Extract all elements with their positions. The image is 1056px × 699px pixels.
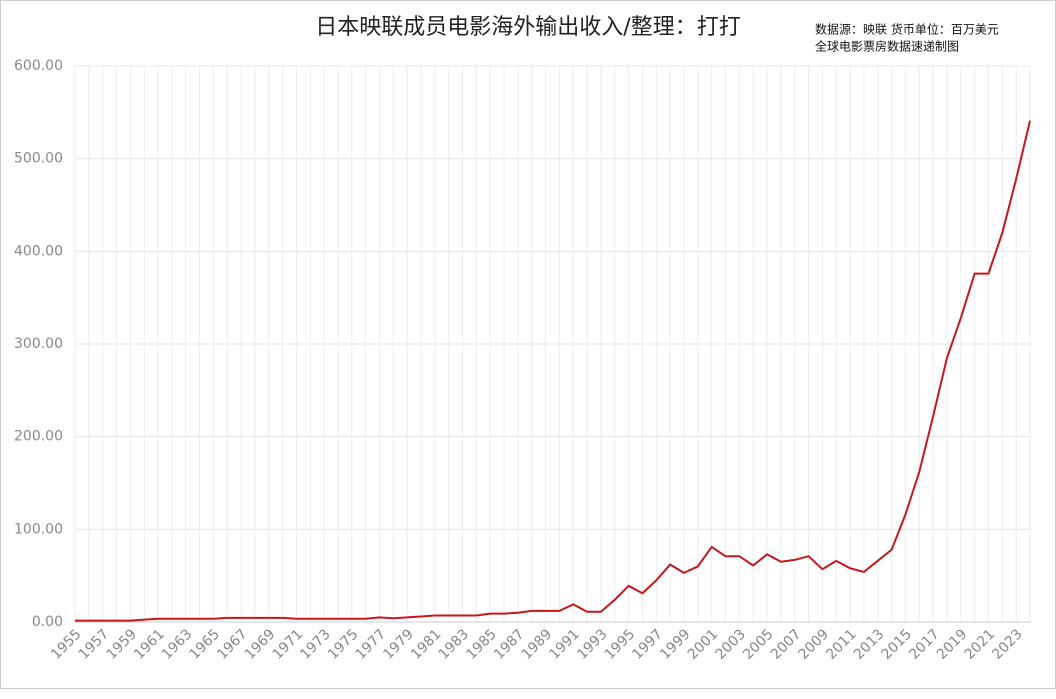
- source-note: 数据源：映联 货币单位：百万美元: [815, 22, 999, 37]
- y-tick-label: 200.00: [14, 429, 63, 445]
- y-tick-label: 0.00: [32, 614, 63, 630]
- chart-title: 日本映联成员电影海外输出收入/整理：打打: [315, 15, 740, 40]
- y-tick-label: 400.00: [14, 243, 63, 259]
- source-note: 全球电影票房数据速递制图: [815, 39, 959, 54]
- y-tick-label: 600.00: [14, 58, 63, 74]
- data-line: [75, 120, 1031, 622]
- y-tick-label: 500.00: [14, 151, 63, 167]
- y-tick-label: 100.00: [14, 521, 63, 537]
- y-tick-label: 300.00: [14, 336, 63, 352]
